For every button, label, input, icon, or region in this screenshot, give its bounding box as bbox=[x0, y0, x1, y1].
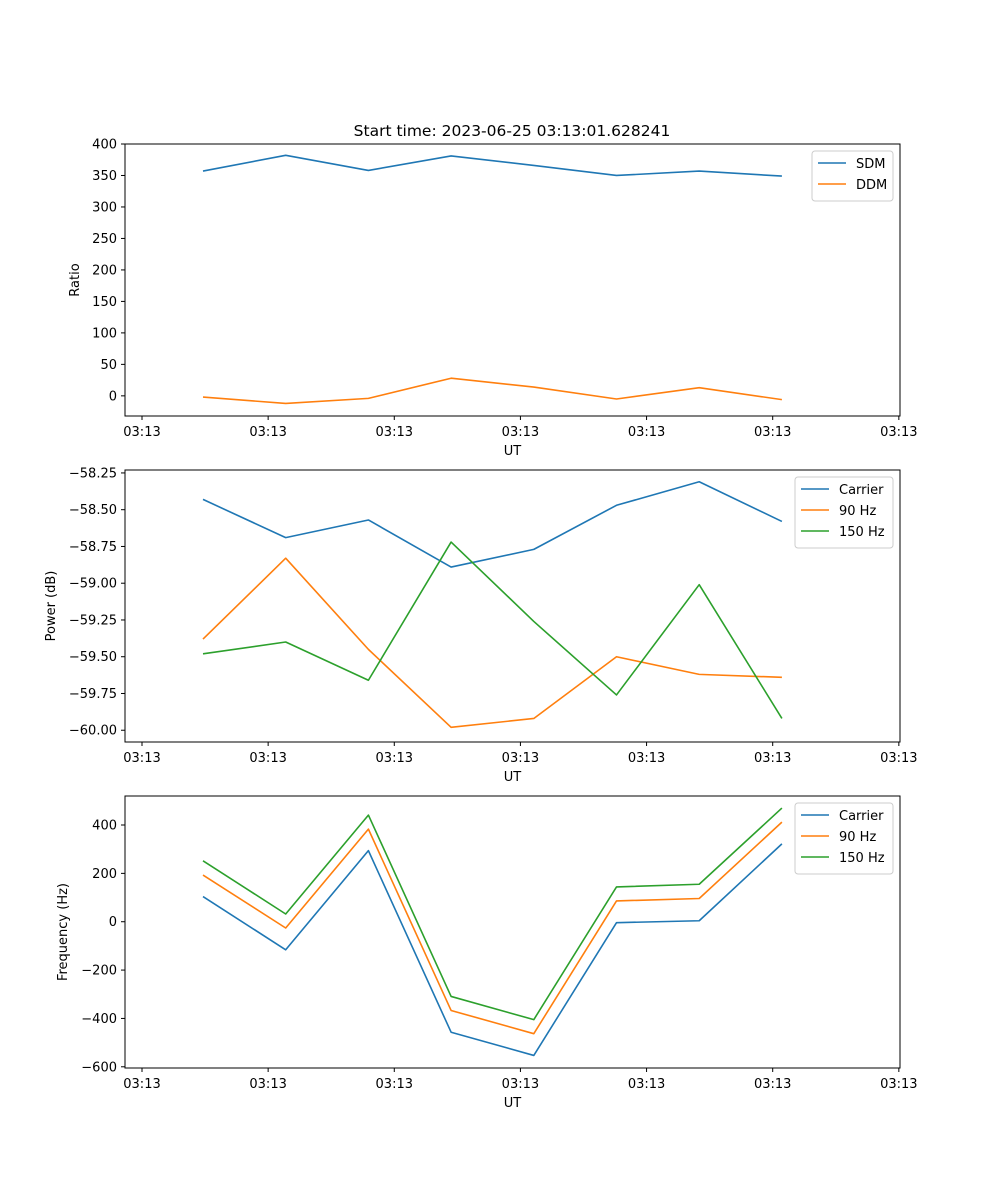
y-tick-label: −58.50 bbox=[69, 503, 117, 518]
series-line-150-hz bbox=[202, 541, 783, 719]
x-axis-label: UT bbox=[504, 444, 522, 459]
y-tick-label: 100 bbox=[92, 326, 117, 341]
x-axis-label: UT bbox=[504, 770, 522, 785]
series-line-carrier bbox=[202, 480, 783, 568]
y-tick-label: 150 bbox=[92, 295, 117, 310]
y-tick-label: 200 bbox=[92, 263, 117, 278]
figure-title: Start time: 2023-06-25 03:13:01.628241 bbox=[354, 122, 671, 140]
series-line-150-hz bbox=[202, 807, 783, 1021]
y-tick-label: 300 bbox=[92, 200, 117, 215]
x-tick-label: 03:13 bbox=[880, 1077, 917, 1092]
x-axis-label: UT bbox=[504, 1096, 522, 1111]
panel-3: −600 −400 −200 0 200 400 03:13 03:13 03:13 03:13 0… bbox=[56, 795, 918, 1111]
x-tick-label: 03:13 bbox=[754, 1077, 791, 1092]
legend-label: 150 Hz bbox=[839, 525, 885, 540]
y-tick-label: −600 bbox=[81, 1060, 117, 1075]
series-line-sdm bbox=[202, 154, 782, 177]
x-tick-label: 03:13 bbox=[249, 425, 286, 440]
x-tick-label: 03:13 bbox=[880, 751, 917, 766]
series-line-ddm bbox=[202, 377, 783, 405]
y-axis-label: Frequency (Hz) bbox=[56, 883, 71, 981]
x-tick-label: 03:13 bbox=[628, 751, 665, 766]
panel-2: −60.00 −59.75 −59.50 −59.25 −59.00 −58.75 −58.… bbox=[44, 466, 918, 785]
legend-label: Carrier bbox=[839, 809, 884, 824]
x-tick-label: 03:13 bbox=[376, 425, 413, 440]
y-tick-label: −59.25 bbox=[69, 613, 117, 628]
y-tick-label: 200 bbox=[92, 867, 117, 882]
x-tick-label: 03:13 bbox=[123, 425, 160, 440]
y-tick-label: −58.75 bbox=[69, 540, 117, 555]
x-tick-label: 03:13 bbox=[628, 425, 665, 440]
panels: 0 50 100 150 200 250 300 350 400 03:13 03:13 03:13 0… bbox=[44, 138, 918, 1112]
axes-frame bbox=[124, 795, 901, 1069]
x-tick-label: 03:13 bbox=[754, 751, 791, 766]
y-tick-label: −400 bbox=[81, 1012, 117, 1027]
x-tick-label: 03:13 bbox=[628, 1077, 665, 1092]
x-tick-label: 03:13 bbox=[249, 751, 286, 766]
x-tick-label: 03:13 bbox=[502, 1077, 539, 1092]
y-tick-label: −59.00 bbox=[69, 577, 117, 592]
y-tick-label: 0 bbox=[109, 915, 117, 930]
x-tick-label: 03:13 bbox=[123, 751, 160, 766]
x-tick-label: 03:13 bbox=[376, 1077, 413, 1092]
legend-label: 90 Hz bbox=[839, 504, 876, 519]
y-tick-label: 50 bbox=[100, 358, 117, 373]
y-tick-label: 350 bbox=[92, 169, 117, 184]
y-tick-label: −58.25 bbox=[69, 466, 117, 481]
y-tick-label: 250 bbox=[92, 232, 117, 247]
y-axis-label: Ratio bbox=[68, 263, 83, 296]
axes-frame bbox=[124, 469, 901, 743]
axes-frame bbox=[124, 143, 901, 417]
series-line-90-hz bbox=[202, 557, 782, 729]
x-tick-label: 03:13 bbox=[502, 425, 539, 440]
x-tick-label: 03:13 bbox=[880, 425, 917, 440]
series-line-90-hz bbox=[202, 821, 783, 1035]
legend-label: 150 Hz bbox=[839, 851, 885, 866]
y-axis-label: Power (dB) bbox=[44, 571, 59, 642]
panel-1: 0 50 100 150 200 250 300 350 400 03:13 03:13 03:13 0… bbox=[68, 138, 918, 460]
legend-label: 90 Hz bbox=[839, 830, 876, 845]
series-line-carrier bbox=[202, 843, 783, 1057]
y-tick-label: −59.50 bbox=[69, 650, 117, 665]
y-tick-label: 0 bbox=[109, 389, 117, 404]
y-tick-label: −60.00 bbox=[69, 724, 117, 739]
y-tick-label: 400 bbox=[92, 138, 117, 153]
y-tick-label: 400 bbox=[92, 819, 117, 834]
x-tick-label: 03:13 bbox=[376, 751, 413, 766]
legend-label: Carrier bbox=[839, 483, 884, 498]
y-tick-label: −59.75 bbox=[69, 687, 117, 702]
x-tick-label: 03:13 bbox=[123, 1077, 160, 1092]
x-tick-label: 03:13 bbox=[754, 425, 791, 440]
y-tick-label: −200 bbox=[81, 964, 117, 979]
x-tick-label: 03:13 bbox=[502, 751, 539, 766]
legend-label: SDM bbox=[856, 157, 885, 172]
legend-label: DDM bbox=[856, 178, 887, 193]
x-tick-label: 03:13 bbox=[249, 1077, 286, 1092]
